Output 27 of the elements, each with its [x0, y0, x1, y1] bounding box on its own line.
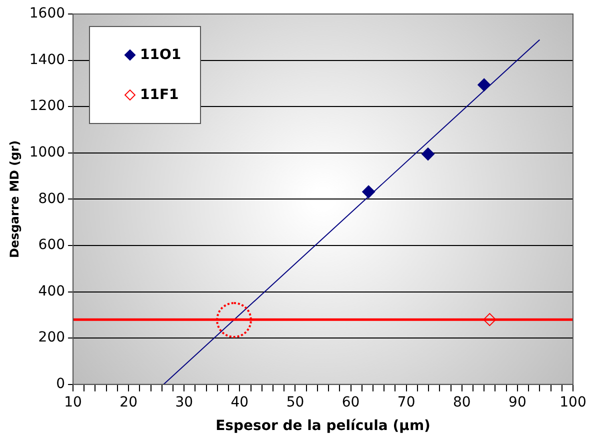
y-tick-label: 1400 [29, 52, 66, 68]
point [422, 148, 435, 161]
legend-label: 11O1 [140, 47, 182, 63]
y-tick-label: 1000 [29, 144, 66, 161]
x-tick-label: 30 [175, 394, 194, 410]
x-tick-label: 50 [286, 394, 304, 410]
y-tick-label: 1200 [29, 98, 66, 114]
point [483, 313, 496, 326]
y-tick-label: 600 [38, 237, 66, 254]
x-tick-label: 100 [560, 394, 586, 410]
y-tick-label: 400 [38, 283, 66, 300]
legend-label: 11F1 [140, 87, 179, 103]
y-axis-title: Desgarre MD (gr) [7, 140, 22, 258]
point [478, 78, 491, 92]
y-tick-label: 0 [56, 376, 66, 392]
x-tick-label: 60 [342, 394, 360, 410]
x-tick-label: 90 [508, 394, 526, 410]
x-tick-label: 40 [230, 394, 249, 410]
y-tick-label: 200 [38, 330, 66, 346]
x-tick-label: 80 [452, 394, 471, 410]
x-axis-title: Espesor de la película (µm) [216, 418, 430, 434]
point [362, 185, 376, 198]
x-tick-label: 70 [397, 394, 416, 410]
y-tick-label: 800 [38, 190, 66, 207]
x-tick-label: 10 [64, 394, 82, 410]
x-tick-label: 20 [120, 394, 138, 410]
y-tick-label: 1600 [29, 6, 66, 22]
